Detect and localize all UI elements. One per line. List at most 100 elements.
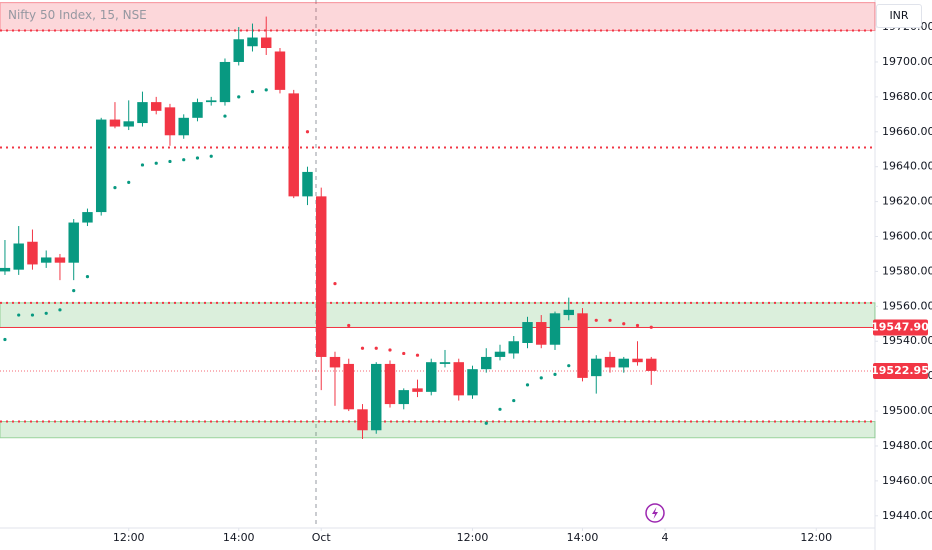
sar-dot — [264, 88, 268, 92]
sar-dot — [44, 311, 48, 315]
candle-body — [247, 37, 258, 47]
y-tick-label: 19540.00 — [882, 334, 932, 347]
candle-body — [481, 356, 492, 370]
candle-body — [205, 100, 217, 103]
sar-dot — [402, 351, 406, 356]
sar-dot — [182, 158, 186, 162]
alert-bolt — [652, 507, 658, 519]
y-tick-label: 19460.00 — [882, 474, 932, 487]
candle-body — [13, 243, 24, 270]
candle-body — [82, 212, 93, 223]
candle-body — [137, 102, 148, 124]
x-tick-label: 4 — [662, 531, 669, 544]
sar-dot — [498, 407, 502, 411]
candle-body — [384, 363, 396, 405]
x-tick-label: 14:00 — [223, 531, 255, 544]
candle-body — [467, 369, 478, 396]
candle-body — [164, 107, 176, 136]
candle-body — [536, 322, 547, 345]
candle-body — [618, 358, 629, 368]
candle-body — [68, 222, 79, 263]
sar-dot — [85, 275, 90, 279]
zone — [0, 421, 876, 439]
candle-body — [0, 267, 11, 272]
candle-body — [508, 341, 519, 354]
y-tick-label: 19480.00 — [882, 439, 932, 452]
candle-body — [109, 119, 121, 127]
candle-body — [54, 257, 66, 263]
y-tick-label: 19600.00 — [882, 230, 932, 243]
sar-dot — [72, 289, 76, 293]
candle-body — [288, 93, 299, 197]
zone — [0, 302, 876, 328]
sar-dot — [58, 308, 62, 312]
sar-dot — [374, 346, 378, 350]
alert-circle — [645, 503, 665, 523]
candle-body — [192, 102, 203, 118]
y-tick-label: 19580.00 — [882, 264, 932, 277]
y-tick-label: 19640.00 — [882, 160, 932, 173]
y-tick-label: 19680.00 — [882, 90, 932, 103]
sar-dot — [237, 95, 241, 99]
sar-dot — [113, 186, 117, 190]
x-tick-label: 14:00 — [567, 531, 599, 544]
sar-dot — [360, 346, 365, 350]
candle-body — [329, 356, 341, 368]
candle-body — [563, 309, 574, 316]
candle-body — [316, 196, 327, 357]
sar-dot — [347, 323, 351, 328]
sar-dot — [223, 114, 227, 118]
y-tick-label: 19440.00 — [882, 509, 932, 522]
x-tick-label: 12:00 — [457, 531, 489, 544]
symbol-title: Nifty 50 Index, 15, NSE — [8, 8, 147, 22]
candle-body — [412, 388, 423, 392]
candle-body — [40, 257, 52, 263]
zone — [0, 2, 876, 32]
sar-dot — [305, 130, 310, 134]
sar-dot — [525, 383, 530, 387]
sar-dot — [484, 421, 488, 425]
sar-dot — [539, 376, 543, 380]
sar-dot — [512, 398, 516, 403]
y-tick-label: 19500.00 — [882, 404, 932, 417]
sar-dot — [17, 313, 21, 317]
y-tick-label: 19620.00 — [882, 195, 932, 208]
sar-dot — [388, 348, 392, 352]
sar-dot — [3, 337, 7, 342]
candle-body — [522, 322, 533, 343]
sar-dot — [415, 353, 420, 357]
sar-dot — [553, 372, 557, 376]
sar-dot — [649, 325, 653, 329]
currency-button[interactable]: INR — [876, 4, 922, 28]
price-tag-label: 19522.95 — [871, 364, 929, 377]
sar-dot — [154, 161, 158, 165]
candle-body — [577, 313, 588, 378]
candle-body — [233, 39, 244, 62]
candle-body — [632, 358, 643, 363]
sar-dot — [250, 90, 255, 94]
sar-dot — [622, 322, 626, 326]
candle-body — [343, 363, 354, 410]
candle-body — [302, 171, 313, 197]
price-tag — [873, 319, 928, 336]
candle-body — [591, 358, 602, 377]
candle-body — [27, 241, 38, 265]
sar-dot — [635, 323, 640, 328]
candle-body — [95, 119, 107, 213]
price-tag-label: 19547.90 — [871, 320, 929, 333]
alert-icon[interactable] — [645, 503, 665, 523]
x-tick-label: 12:00 — [800, 531, 832, 544]
price-tag — [873, 362, 928, 379]
x-tick-label: 12:00 — [113, 531, 145, 544]
candle-body — [357, 409, 368, 431]
candle-body — [604, 356, 616, 368]
candle-body — [219, 61, 231, 103]
candle-body — [494, 351, 506, 357]
candle-body — [261, 37, 272, 48]
candle-body — [150, 102, 162, 111]
y-tick-label: 19660.00 — [882, 125, 932, 138]
candle-body — [453, 362, 464, 396]
candle-body — [274, 51, 286, 90]
